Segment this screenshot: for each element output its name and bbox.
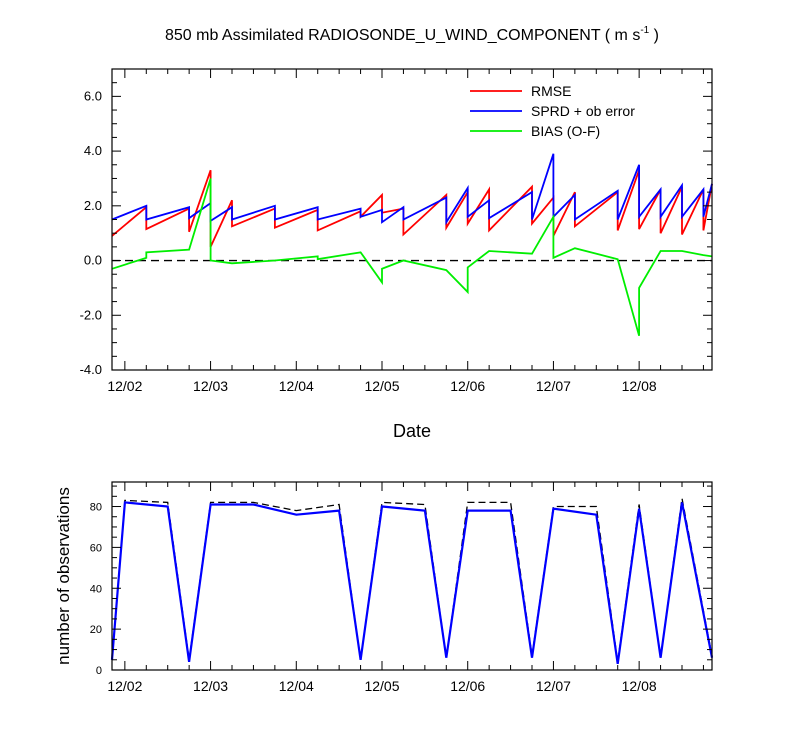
chart-title: 850 mb Assimilated RADIOSONDE_U_WIND_COM… xyxy=(165,25,659,44)
bottom-panel-axes: 12/02 12/03 12/04 12/05 12/06 12/07 12/08 0 20 40… xyxy=(90,482,712,694)
top-panel-axes: 12/02 12/03 12/04 12/05 12/06 12/07 12/08 -4.0 -… xyxy=(80,68,712,394)
bottom-x-tick-label: 12/06 xyxy=(450,678,485,694)
top-panel-marks xyxy=(111,153,713,337)
legend-label-sprd: SPRD + ob error xyxy=(531,103,635,119)
top-y-tick-label: -2.0 xyxy=(80,307,102,322)
top-series-bias-o-f xyxy=(111,178,713,337)
bottom-x-tick-label: 12/02 xyxy=(107,678,142,694)
bottom-y-axis-title: number of observations xyxy=(54,487,73,665)
top-panel: 12/02 12/03 12/04 12/05 12/06 12/07 12/08 -4.0 -… xyxy=(80,68,713,441)
top-x-tick-label: 12/04 xyxy=(279,378,314,394)
top-legend: RMSE SPRD + ob error BIAS (O-F) xyxy=(470,83,635,139)
legend-label-bias: BIAS (O-F) xyxy=(531,123,600,139)
bottom-x-tick-label: 12/08 xyxy=(622,678,657,694)
top-x-tick-label: 12/08 xyxy=(622,378,657,394)
bottom-y-tick-label: 80 xyxy=(90,502,102,514)
top-y-tick-label: 0.0 xyxy=(84,253,102,268)
top-y-tick-label: -4.0 xyxy=(80,362,102,377)
bottom-y-tick-label: 60 xyxy=(90,542,102,554)
bottom-x-tick-label: 12/04 xyxy=(279,678,314,694)
bottom-y-tick-label: 40 xyxy=(90,583,102,595)
top-x-tick-label: 12/03 xyxy=(193,378,228,394)
top-x-tick-label: 12/02 xyxy=(107,378,142,394)
top-y-tick-label: 6.0 xyxy=(84,88,102,103)
top-x-axis-title: Date xyxy=(393,421,431,441)
legend-label-rmse: RMSE xyxy=(531,83,571,99)
title-main: 850 mb Assimilated RADIOSONDE_U_WIND_COM… xyxy=(165,27,640,44)
top-y-tick-label: 2.0 xyxy=(84,198,102,213)
bottom-panel: 12/02 12/03 12/04 12/05 12/06 12/07 12/08 0 20 40… xyxy=(54,481,714,694)
top-series-sprd-ob-error xyxy=(111,153,713,226)
bottom-panel-frame xyxy=(111,481,713,671)
title-superscript: -1 xyxy=(640,25,649,36)
bottom-y-tick-label: 0 xyxy=(96,665,102,677)
bottom-y-tick-label: 20 xyxy=(90,624,102,636)
top-series-rmse xyxy=(111,169,713,248)
bottom-x-tick-label: 12/05 xyxy=(364,678,399,694)
bottom-panel-marks xyxy=(110,498,714,665)
top-x-tick-label: 12/05 xyxy=(364,378,399,394)
title-end: ) xyxy=(649,27,659,44)
bottom-series-observations-used xyxy=(110,501,714,665)
bottom-x-tick-label: 12/07 xyxy=(536,678,571,694)
top-y-tick-label: 4.0 xyxy=(84,143,102,158)
bottom-x-tick-label: 12/03 xyxy=(193,678,228,694)
top-x-tick-label: 12/07 xyxy=(536,378,571,394)
top-x-tick-label: 12/06 xyxy=(450,378,485,394)
